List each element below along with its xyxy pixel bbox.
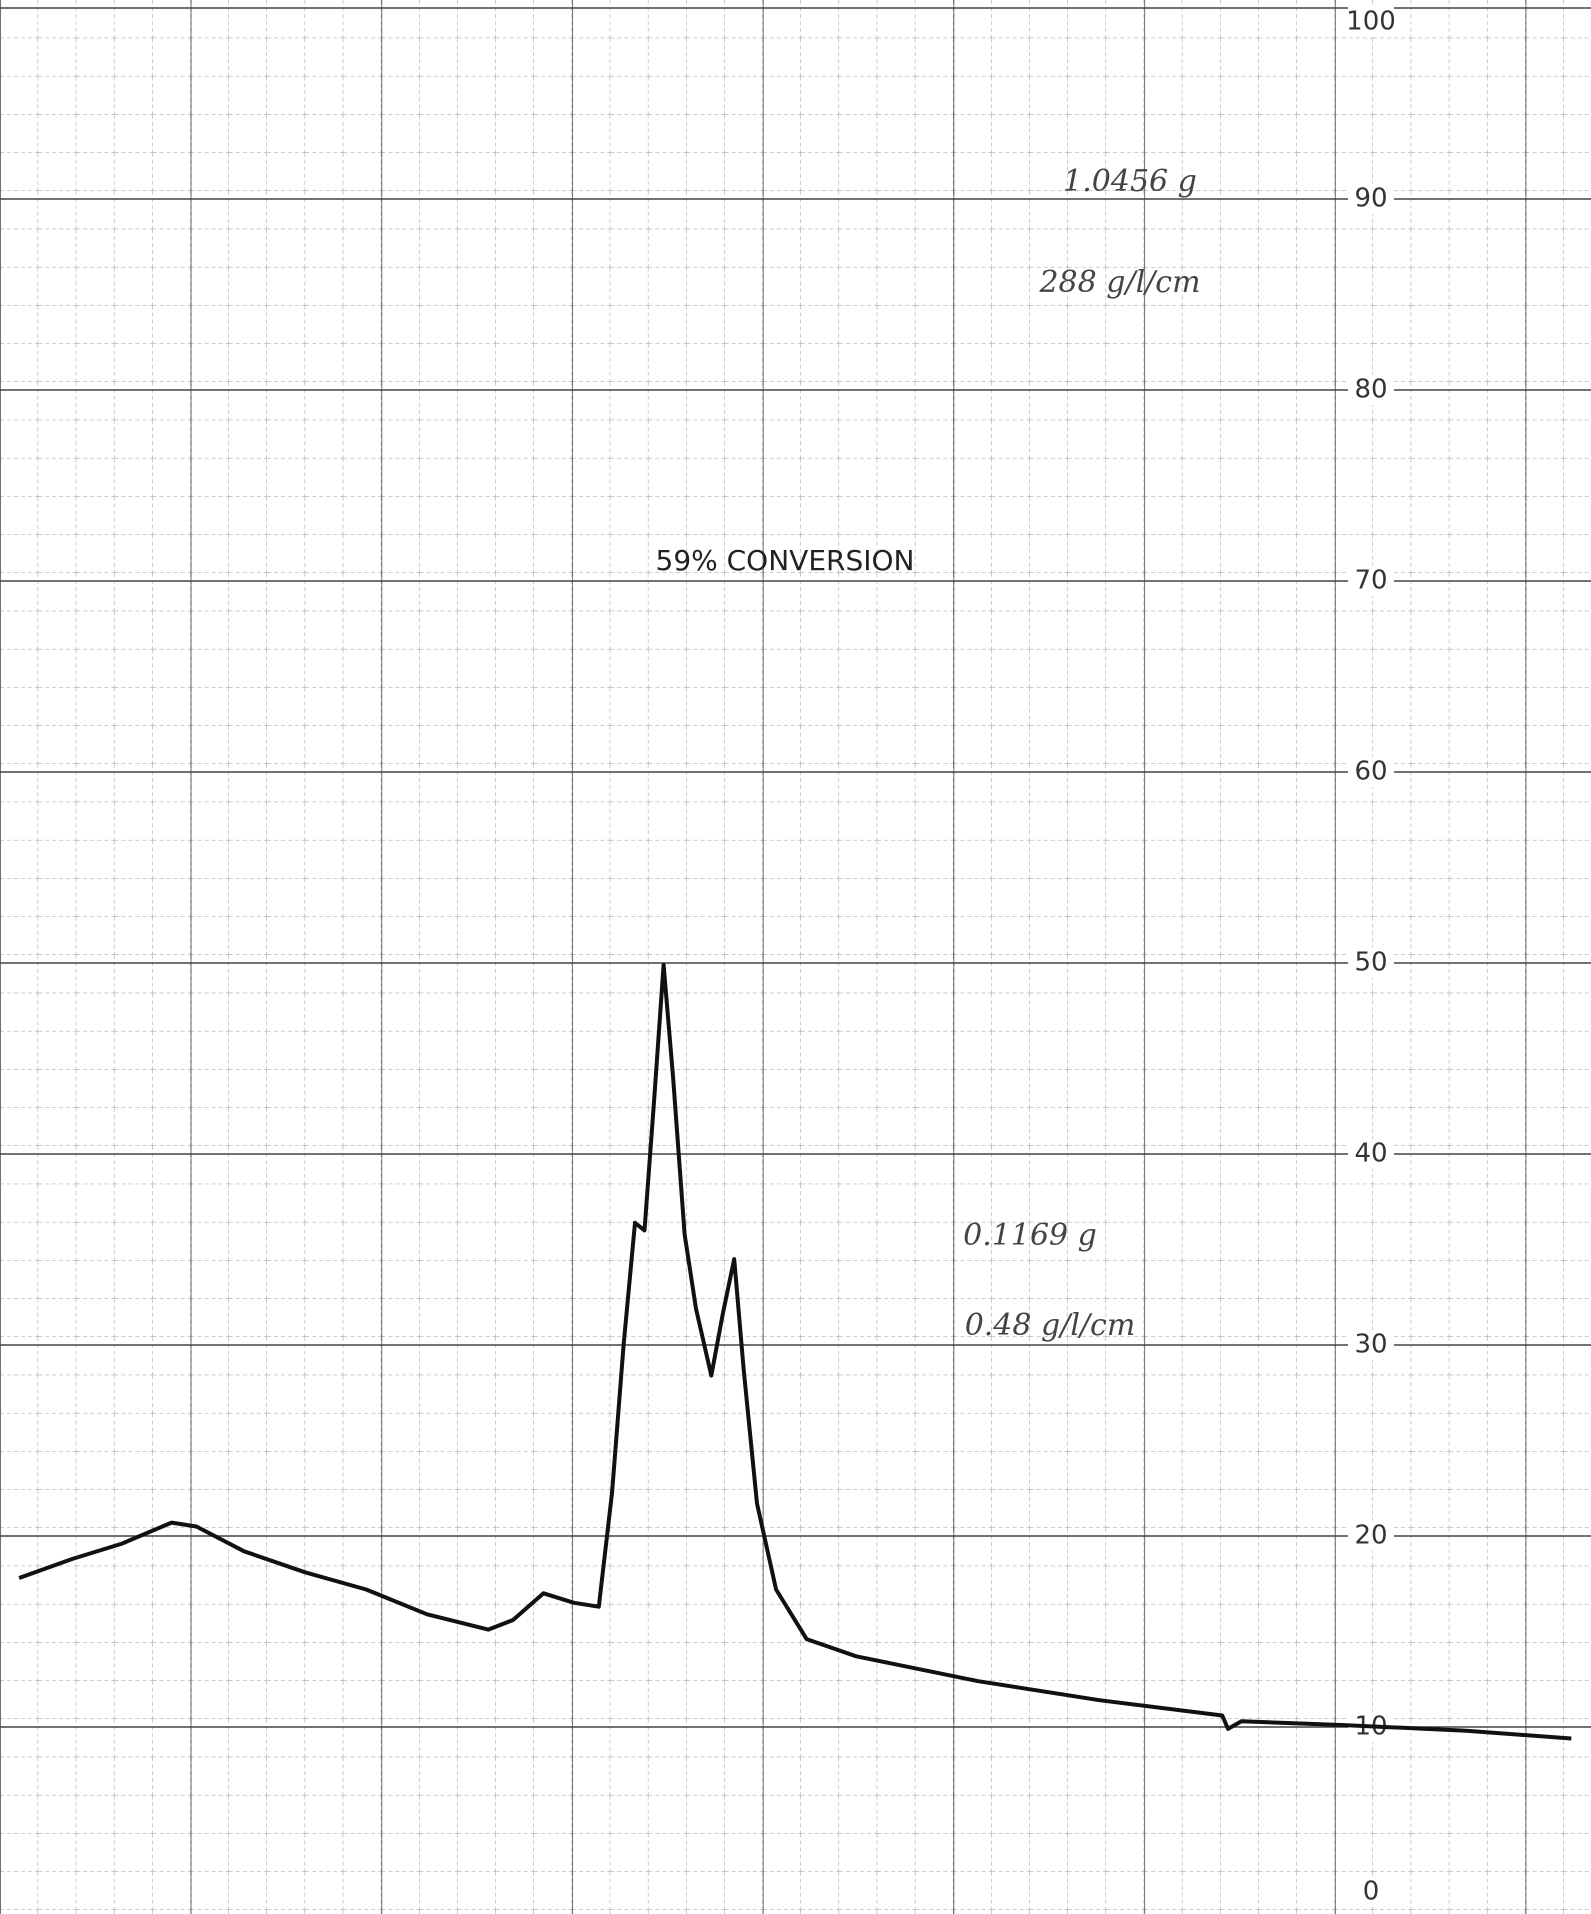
tick-label-bg — [1348, 1521, 1394, 1551]
annotation: 59% CONVERSION — [656, 544, 915, 577]
y-tick-label: 70 — [1354, 566, 1387, 596]
y-tick-label: 80 — [1354, 375, 1387, 405]
tick-label-bg — [1348, 7, 1394, 37]
y-tick-label: 0 — [1363, 1877, 1380, 1907]
y-tick-label: 40 — [1354, 1139, 1387, 1169]
tick-label-bg — [1348, 1877, 1394, 1907]
tick-label-bg — [1348, 948, 1394, 978]
trace-line — [18, 962, 1572, 1741]
y-tick-label: 30 — [1354, 1330, 1387, 1360]
y-tick-label: 90 — [1354, 184, 1387, 214]
tick-label-bg — [1348, 1330, 1394, 1360]
y-tick-label: 100 — [1346, 7, 1396, 37]
y-tick-label: 60 — [1354, 757, 1387, 787]
annotation: 288 g/l/cm — [1038, 265, 1200, 300]
tick-label-bg — [1348, 184, 1394, 214]
tick-label-bg — [1348, 1139, 1394, 1169]
annotation: 1.0456 g — [1063, 164, 1197, 199]
tick-label-bg — [1348, 566, 1394, 596]
y-tick-label: 20 — [1354, 1521, 1387, 1551]
tick-label-bg — [1348, 375, 1394, 405]
tick-label-bg — [1348, 757, 1394, 787]
y-tick-label: 50 — [1354, 948, 1387, 978]
annotation: 0.1169 g — [963, 1218, 1097, 1253]
annotation: 0.48 g/l/cm — [965, 1308, 1136, 1343]
